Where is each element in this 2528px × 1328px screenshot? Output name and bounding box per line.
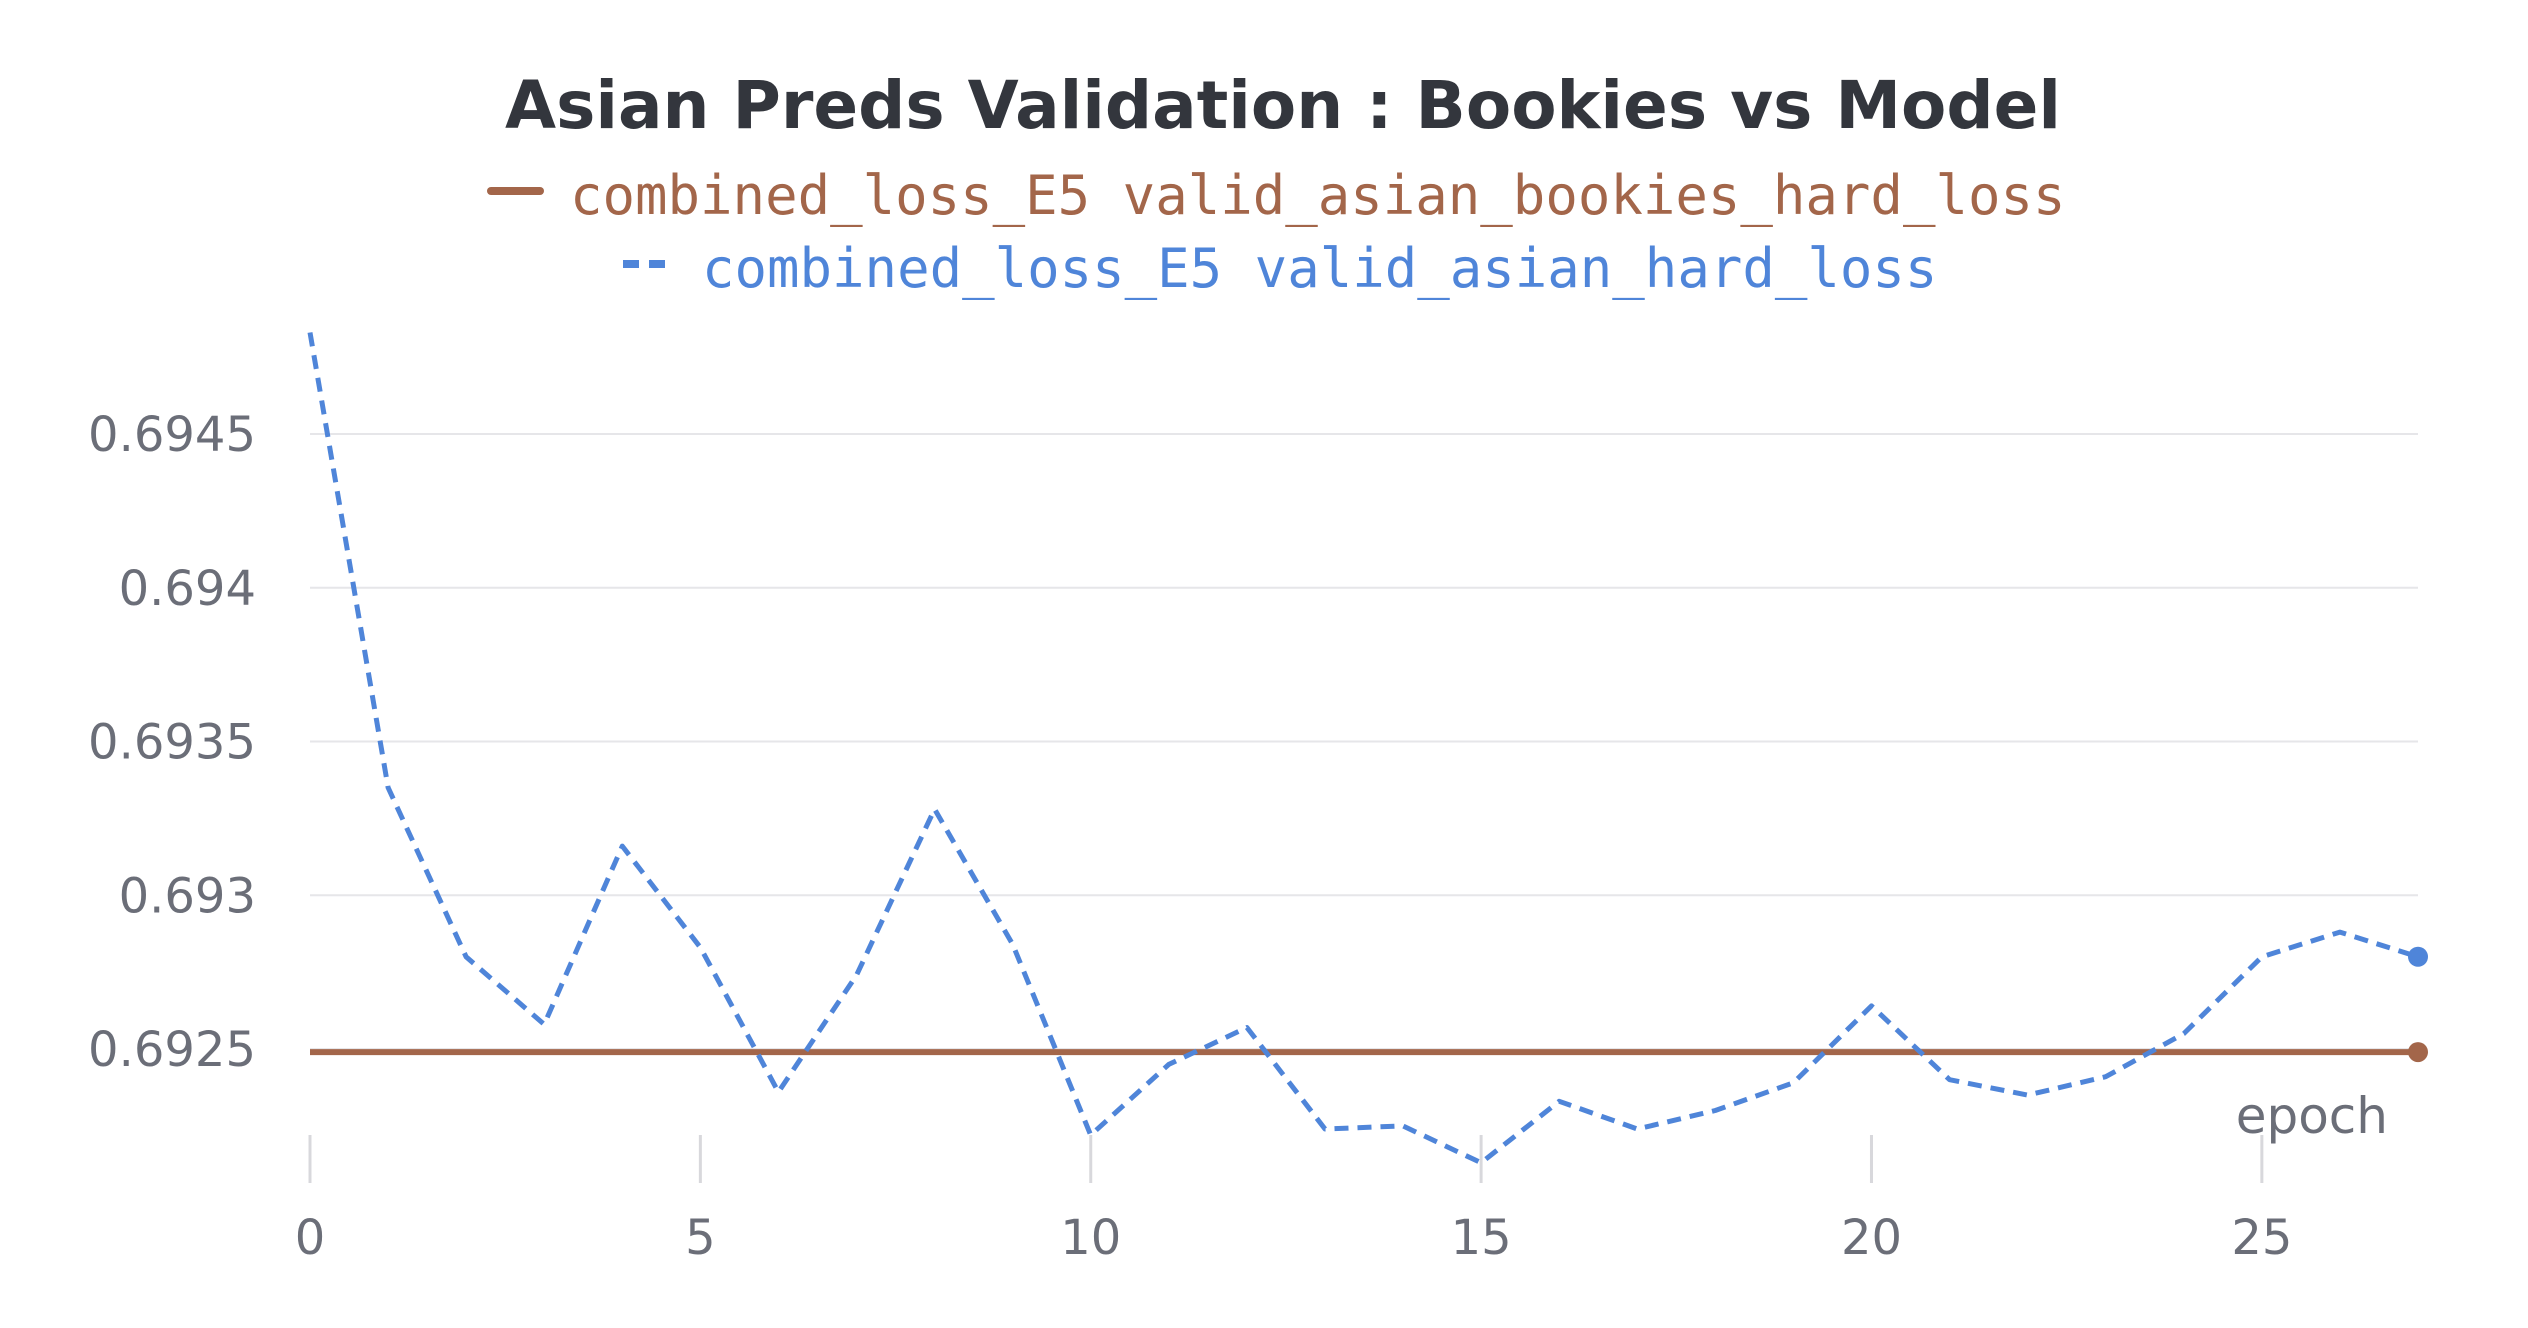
y-axis: 0.6925 0.693 0.6935 0.694 0.6945 — [88, 407, 256, 1078]
legend-label-bookies: combined_loss_E5 valid_asian_bookies_har… — [570, 164, 2066, 227]
y-tick-label: 0.693 — [119, 868, 256, 924]
y-tick-label: 0.6945 — [88, 407, 256, 463]
chart-title: Asian Preds Validation : Bookies vs Mode… — [505, 67, 2061, 144]
x-tick-label: 0 — [295, 1210, 326, 1266]
x-tick-label: 20 — [1841, 1210, 1902, 1266]
x-tick-label: 5 — [685, 1210, 716, 1266]
x-tick-label: 10 — [1060, 1210, 1121, 1266]
plot-series — [307, 332, 2428, 1166]
legend[interactable]: combined_loss_E5 valid_asian_bookies_har… — [487, 164, 2066, 300]
series-end-point-model — [2408, 946, 2428, 967]
y-tick-label: 0.6935 — [88, 715, 256, 771]
series-end-point-bookies — [2408, 1042, 2428, 1063]
legend-item-model[interactable]: combined_loss_E5 valid_asian_hard_loss — [623, 237, 1937, 300]
grid-lines — [310, 433, 2418, 1050]
y-tick-label: 0.6925 — [88, 1022, 256, 1078]
series-line-model — [307, 332, 2419, 1166]
legend-item-bookies[interactable]: combined_loss_E5 valid_asian_bookies_har… — [487, 164, 2066, 227]
x-axis: 0 5 10 15 20 25 — [295, 1135, 2292, 1266]
legend-label-model: combined_loss_E5 valid_asian_hard_loss — [702, 237, 1937, 300]
y-tick-label: 0.694 — [119, 561, 256, 617]
x-tick-label: 25 — [2231, 1210, 2292, 1266]
x-tick-label: 15 — [1451, 1210, 1512, 1266]
x-axis-label: epoch — [2236, 1087, 2388, 1145]
